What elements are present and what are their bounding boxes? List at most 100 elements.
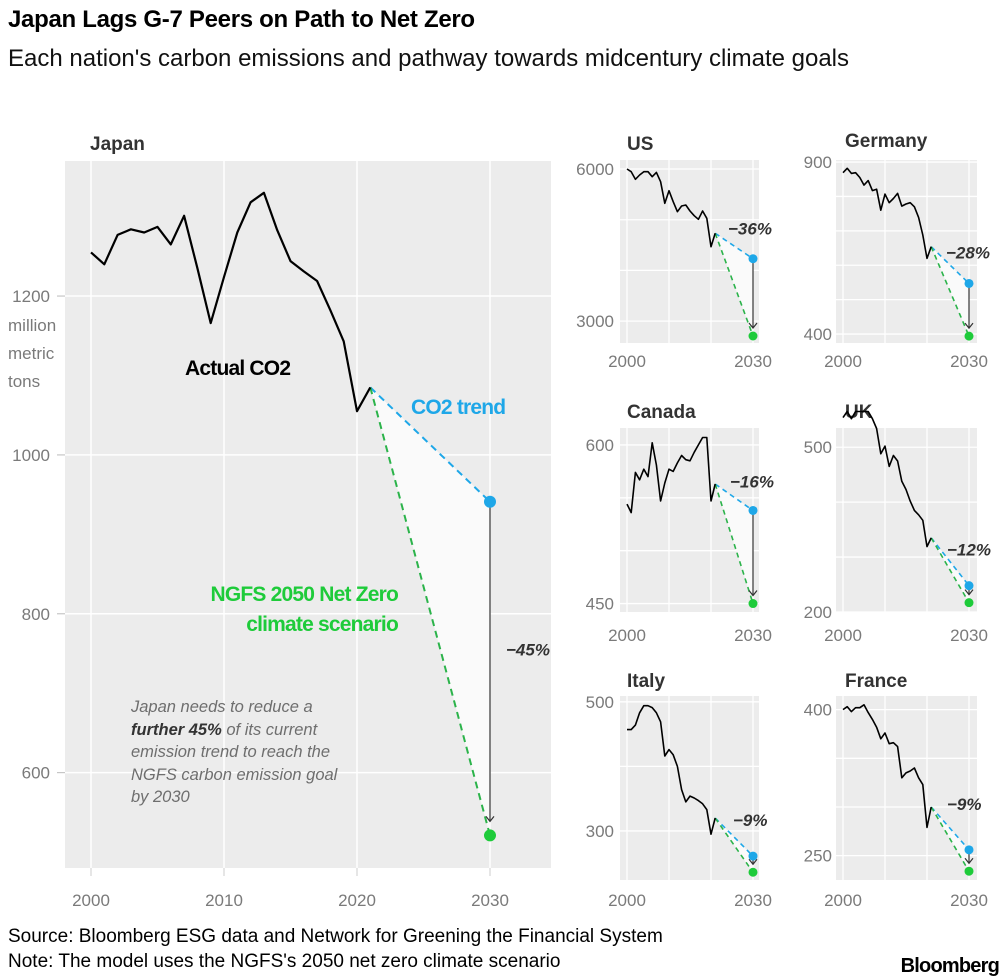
- gap-percent-label: −36%: [728, 220, 772, 239]
- panel-title: Italy: [627, 671, 665, 692]
- ngfs-line: [369, 387, 491, 836]
- y-tick-label: 200: [804, 603, 832, 622]
- ngfs-line: [930, 537, 970, 604]
- ngfs-scenario-label: NGFS 2050 Net Zero: [211, 583, 399, 606]
- ngfs-line: [714, 817, 754, 873]
- x-tick-label: 2000: [824, 891, 862, 910]
- panel-title: Japan: [90, 134, 145, 155]
- note-text: Note: The model uses the NGFS's 2050 net…: [8, 951, 561, 972]
- y-tick-label: 600: [22, 764, 50, 783]
- ngfs-2030-point: [748, 867, 758, 877]
- y-unit-label: tons: [8, 372, 40, 391]
- ngfs-2030-point: [964, 331, 974, 341]
- gap-percent-label: −16%: [730, 472, 774, 491]
- trend-2030-point: [748, 851, 758, 861]
- ngfs-line: [714, 233, 754, 337]
- y-tick-label: 400: [804, 325, 832, 344]
- y-tick-label: 400: [804, 701, 832, 720]
- gap-percent-label: −9%: [947, 795, 982, 814]
- trend-2030-point: [748, 505, 758, 515]
- ngfs-2030-point: [484, 829, 496, 842]
- ngfs-2030-point: [748, 599, 758, 609]
- y-tick-label: 1200: [12, 287, 50, 306]
- trend-2030-point: [964, 581, 974, 591]
- gap-percent-label: −45%: [506, 641, 550, 660]
- panel-title: Canada: [627, 402, 696, 423]
- arrow-head-icon: [748, 858, 758, 866]
- ngfs-2030-point: [748, 331, 758, 341]
- plot-background: [836, 696, 977, 880]
- x-tick-label: 2030: [950, 626, 988, 645]
- actual-co2-line: [842, 703, 932, 829]
- x-tick-label: 2030: [734, 352, 772, 371]
- panel-france: 400 250 2000 2030 France −9%: [804, 671, 988, 910]
- y-tick-label: 3000: [576, 312, 614, 331]
- arrow-head-icon: [748, 590, 758, 597]
- note-line: NGFS carbon emission goal: [131, 765, 338, 784]
- x-tick-label: 2030: [734, 626, 772, 645]
- y-tick-label: 6000: [576, 160, 614, 179]
- trend-line: [930, 537, 970, 587]
- x-tick-label: 2000: [72, 891, 110, 910]
- panel-title: Germany: [845, 131, 928, 152]
- note-line: emission trend to reach the: [131, 743, 331, 761]
- actual-co2-line: [626, 168, 716, 248]
- japan-note: Japan needs to reduce a further 45% of i…: [131, 696, 337, 809]
- panel-canada: 600 450 2000 2030 Canada −16%: [586, 402, 774, 645]
- y-tick-label: 450: [586, 595, 614, 614]
- source-text: Source: Bloomberg ESG data and Network f…: [8, 926, 663, 947]
- x-tick-label: 2000: [608, 352, 646, 371]
- plot-background: [620, 696, 759, 880]
- gap-percent-label: −9%: [733, 811, 768, 830]
- ngfs-line: [930, 806, 970, 872]
- arrow-head-icon: [748, 322, 758, 329]
- y-unit-label: million: [8, 316, 56, 335]
- y-tick-label: 800: [22, 605, 50, 624]
- y-tick-label: 600: [586, 436, 614, 455]
- actual-co2-line: [90, 191, 372, 413]
- y-tick-label: 300: [586, 822, 614, 841]
- panel-italy: 500 300 2000 2030 Italy −9%: [586, 671, 772, 910]
- plot-background: [836, 428, 977, 612]
- actual-co2-line: [626, 436, 716, 514]
- panel-japan: 1200 1000 800 600 2000 2010 2020 2030 Japan −45%: [12, 134, 551, 910]
- gap-percent-label: −12%: [947, 541, 991, 560]
- note-line: Japan needs to reduce a: [131, 698, 313, 716]
- x-tick-label: 2000: [824, 626, 862, 645]
- gap-shading: [931, 246, 969, 337]
- x-tick-label: 2010: [205, 891, 243, 910]
- y-tick-label: 500: [586, 693, 614, 712]
- arrow-head-icon: [964, 857, 974, 865]
- ngfs-2030-point: [964, 866, 974, 876]
- ngfs-2030-point: [964, 598, 974, 608]
- actual-co2-line: [842, 167, 932, 260]
- y-unit-label: metric: [8, 344, 55, 363]
- x-tick-label: 2000: [608, 626, 646, 645]
- co2-trend-label: CO2 trend: [411, 396, 505, 419]
- arrow-head-icon: [964, 322, 974, 330]
- arrow-head-icon: [964, 589, 974, 596]
- gap-percent-label: −28%: [946, 243, 990, 262]
- footnotes: Source: Bloomberg ESG data and Network f…: [8, 924, 663, 974]
- x-tick-label: 2030: [471, 891, 509, 910]
- trend-line: [369, 386, 491, 503]
- x-tick-label: 2030: [734, 891, 772, 910]
- actual-co2-line: [627, 704, 716, 836]
- note-text: of its current: [221, 720, 318, 739]
- trend-line: [714, 483, 754, 512]
- y-tick-label: 900: [804, 153, 832, 172]
- ngfs-scenario-label: climate scenario: [246, 613, 398, 636]
- panel-title: US: [627, 134, 653, 155]
- trend-line: [930, 806, 970, 851]
- actual-co2-label: Actual CO2: [185, 357, 290, 380]
- note-line: further 45% of its current: [131, 719, 337, 742]
- x-tick-label: 2030: [950, 352, 988, 371]
- x-tick-label: 2000: [824, 352, 862, 371]
- actual-co2-line: [842, 410, 932, 548]
- panel-us: 6000 3000 2000 2030 US −36%: [576, 134, 772, 371]
- trend-2030-point: [964, 845, 974, 855]
- y-tick-label: 500: [804, 438, 832, 457]
- trend-2030-point: [964, 278, 974, 288]
